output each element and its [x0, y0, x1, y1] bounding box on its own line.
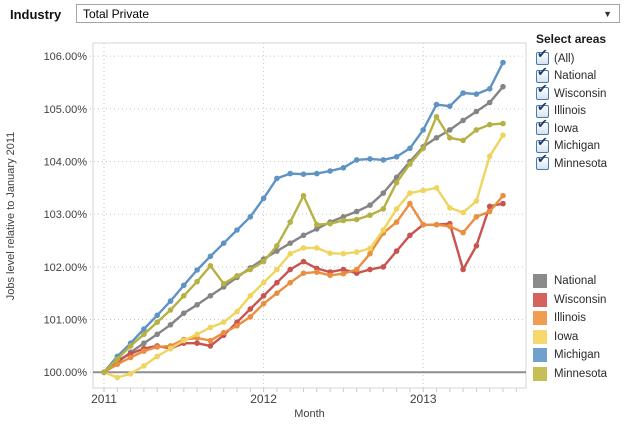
industry-label: Industry [10, 7, 62, 22]
filter-label: Illinois [554, 105, 586, 118]
series-michigan [101, 59, 506, 376]
jobs-chart: 100.00% 101.00% 102.00% 103.00% 104.00% 105.0… [5, 42, 527, 420]
filter-row-minnesota[interactable]: ✔ Minnesota [536, 152, 626, 173]
dropdown-arrow-icon[interactable]: ▼ [603, 8, 612, 19]
series-illinois [101, 192, 506, 376]
y-tick-label: 105.00% [44, 104, 88, 116]
filter-row-wisconsin[interactable]: ✔ Wisconsin [536, 82, 626, 103]
x-tick-label: 2013 [410, 392, 437, 406]
filter-row-illinois[interactable]: ✔ Illinois [536, 100, 626, 121]
legend-swatch [533, 311, 547, 326]
filter-label: Minnesota [554, 157, 608, 170]
checkmark-icon: ✔ [537, 63, 548, 79]
legend-label: Minnesota [554, 367, 608, 380]
x-tick-label: 2011 [91, 392, 117, 406]
color-legend-list: National Wisconsin Illinois Iowa Michigan Min… [533, 272, 628, 383]
checkbox[interactable]: ✔ [536, 152, 549, 171]
checkbox[interactable]: ✔ [536, 47, 549, 66]
legend-label: National [554, 275, 597, 288]
filter-row-all[interactable]: ✔ (All) [536, 47, 626, 68]
legend-swatch [533, 329, 547, 344]
select-areas-list: ✔ (All) ✔ National ✔ Wisconsin ✔ Illinois ✔ Iowa ✔… [536, 47, 626, 173]
y-axis-title: Jobs level relative to January 2011 [5, 132, 17, 301]
series-iowa [101, 132, 506, 381]
y-tick-label: 104.00% [44, 157, 88, 169]
checkbox[interactable]: ✔ [536, 117, 549, 136]
legend-item-national[interactable]: National [533, 272, 628, 291]
select-areas-title: Select areas [536, 32, 607, 46]
y-tick-label: 106.00% [44, 51, 88, 63]
filter-row-iowa[interactable]: ✔ Iowa [536, 117, 626, 138]
checkmark-icon: ✔ [537, 133, 548, 149]
filter-label: (All) [554, 52, 575, 65]
legend-label: Iowa [554, 330, 579, 343]
checkmark-icon: ✔ [537, 81, 548, 97]
checkmark-icon: ✔ [537, 98, 548, 114]
filter-label: Wisconsin [554, 87, 607, 100]
y-tick-label: 101.00% [44, 315, 88, 327]
legend-swatch [533, 348, 547, 363]
filter-row-national[interactable]: ✔ National [536, 65, 626, 86]
legend-label: Illinois [554, 312, 586, 325]
checkbox[interactable]: ✔ [536, 65, 549, 83]
filter-label: Iowa [554, 122, 579, 135]
select-areas-panel: Select areas ✔ (All) ✔ National ✔ Wisconsin ✔ I… [536, 32, 626, 173]
filter-row-michigan[interactable]: ✔ Michigan [536, 135, 626, 156]
y-tick-label: 100.00% [44, 367, 88, 379]
checkbox[interactable]: ✔ [536, 135, 549, 153]
x-tick-label: 2012 [250, 392, 277, 406]
legend-item-wisconsin[interactable]: Wisconsin [533, 291, 628, 310]
y-tick-label: 102.00% [44, 262, 88, 274]
legend-item-iowa[interactable]: Iowa [533, 328, 628, 347]
legend-swatch [533, 274, 547, 289]
legend-label: Michigan [554, 349, 601, 362]
industry-dropdown-value: Total Private [83, 6, 150, 21]
checkmark-icon: ✔ [537, 116, 548, 132]
legend-item-illinois[interactable]: Illinois [533, 309, 628, 328]
checkbox[interactable]: ✔ [536, 82, 549, 101]
legend-swatch [533, 366, 547, 381]
legend-swatch [533, 292, 547, 307]
legend-label: Wisconsin [554, 293, 607, 306]
x-axis-title: Month [294, 408, 325, 420]
color-legend: National Wisconsin Illinois Iowa Michigan Min… [533, 272, 628, 383]
legend-item-minnesota[interactable]: Minnesota [533, 365, 628, 384]
filter-label: Michigan [554, 140, 601, 153]
filter-label: National [554, 70, 597, 83]
series-minnesota [101, 113, 506, 376]
industry-dropdown[interactable]: Total Private ▼ [76, 4, 620, 23]
y-tick-label: 103.00% [44, 209, 88, 221]
series-national [101, 83, 506, 376]
checkbox[interactable]: ✔ [536, 100, 549, 118]
legend-item-michigan[interactable]: Michigan [533, 346, 628, 365]
checkmark-icon: ✔ [537, 151, 548, 167]
checkmark-icon: ✔ [537, 46, 548, 62]
